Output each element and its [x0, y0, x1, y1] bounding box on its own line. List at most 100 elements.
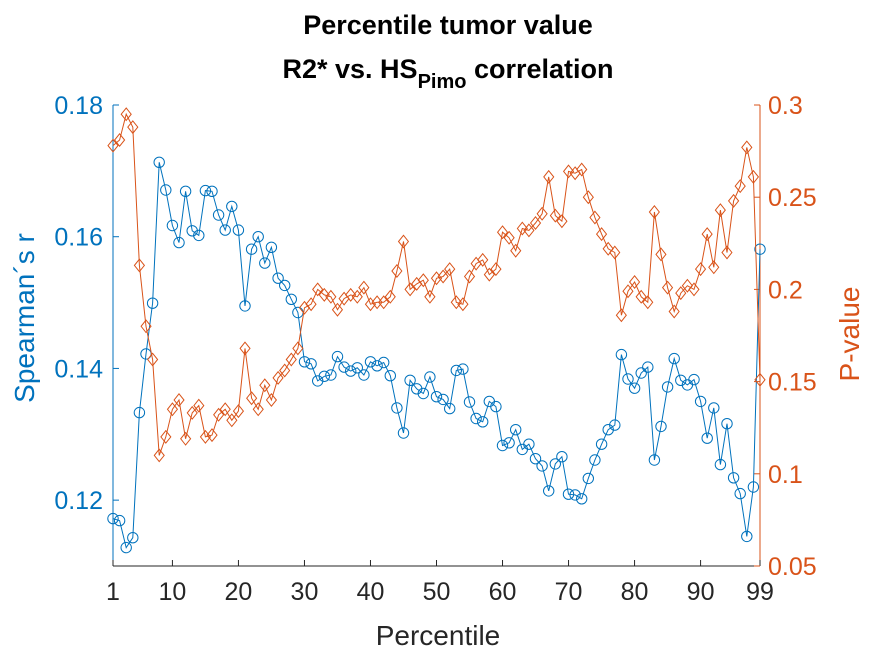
data-point-spearman: [298, 356, 311, 368]
data-point-pvalue: [516, 221, 528, 236]
x-tick-label: 80: [621, 578, 649, 606]
data-point-pvalue: [437, 269, 449, 284]
data-point-pvalue: [397, 234, 410, 249]
data-point-spearman: [727, 472, 740, 484]
data-point-spearman: [747, 481, 760, 493]
y-left-tick-label: 0.14: [54, 355, 103, 383]
x-tick-label: 99: [746, 578, 774, 606]
data-point-pvalue: [661, 280, 674, 295]
data-point-spearman: [199, 184, 212, 197]
data-point-pvalue: [318, 287, 330, 302]
data-point-pvalue: [127, 120, 139, 135]
y-axis-left-label: Spearman´s r: [9, 233, 40, 403]
data-point-spearman: [701, 432, 713, 444]
data-point-spearman: [358, 369, 370, 381]
data-point-pvalue: [668, 304, 680, 319]
data-point-spearman: [127, 532, 139, 544]
data-point-pvalue: [609, 245, 621, 260]
data-point-spearman: [655, 420, 667, 433]
data-point-spearman: [437, 393, 449, 406]
data-point-spearman: [259, 257, 271, 269]
subtitle-prefix: R2* vs. HS: [282, 54, 417, 84]
data-point-pvalue: [219, 402, 231, 417]
series-line-pvalue: [112, 112, 761, 456]
data-point-spearman: [694, 395, 707, 408]
data-point-spearman: [628, 382, 641, 394]
data-point-pvalue: [642, 295, 654, 310]
data-point-pvalue: [305, 297, 317, 312]
data-point-pvalue: [477, 252, 489, 267]
data-point-pvalue: [199, 429, 212, 444]
data-point-spearman: [648, 454, 661, 466]
data-point-pvalue: [747, 169, 760, 184]
data-point-spearman: [635, 367, 647, 379]
x-tick-label: 50: [423, 578, 451, 606]
y-right-tick-label: 0.1: [768, 461, 803, 489]
data-point-pvalue: [285, 352, 297, 367]
data-point-pvalue: [549, 208, 561, 223]
x-tick-label: 20: [225, 578, 253, 606]
chart-subtitle: R2* vs. HSPimo correlation: [282, 54, 613, 93]
data-point-spearman: [457, 363, 469, 375]
series-line-spearman: [112, 162, 761, 549]
data-point-spearman: [741, 530, 753, 543]
data-point-pvalue: [490, 262, 502, 277]
data-point-pvalue: [721, 245, 733, 260]
data-point-spearman: [146, 297, 159, 309]
data-point-pvalue: [622, 284, 634, 299]
data-point-spearman: [371, 360, 383, 372]
data-point-spearman: [734, 487, 746, 500]
data-point-spearman: [272, 272, 284, 284]
data-point-pvalue: [404, 282, 416, 297]
data-point-pvalue: [351, 289, 363, 304]
data-point-pvalue: [140, 319, 152, 334]
data-point-spearman: [595, 438, 608, 450]
data-point-spearman: [212, 209, 225, 221]
data-point-spearman: [305, 358, 317, 370]
x-axis-label: Percentile: [376, 620, 501, 651]
data-point-pvalue: [543, 169, 555, 184]
data-point-pvalue: [430, 271, 443, 286]
data-point-pvalue: [265, 392, 278, 408]
data-point-pvalue: [120, 107, 132, 122]
data-point-pvalue: [364, 297, 377, 312]
data-point-spearman: [345, 365, 357, 377]
data-point-pvalue: [714, 203, 726, 218]
data-point-spearman: [133, 406, 146, 419]
data-point-spearman: [153, 156, 165, 169]
data-point-pvalue: [536, 206, 548, 221]
data-point-pvalue: [628, 274, 641, 290]
data-point-spearman: [318, 370, 330, 382]
data-point-pvalue: [727, 193, 740, 208]
data-point-pvalue: [279, 363, 291, 378]
data-point-pvalue: [523, 223, 535, 238]
data-point-pvalue: [166, 402, 179, 417]
data-point-spearman: [529, 453, 542, 465]
data-point-spearman: [615, 348, 628, 361]
x-tick-label: 40: [357, 578, 385, 606]
y-left-tick-label: 0.18: [54, 92, 103, 120]
subtitle-subscript: Pimo: [418, 71, 467, 93]
data-point-spearman: [754, 243, 766, 255]
data-point-spearman: [404, 374, 416, 386]
y-right-tick-label: 0.05: [768, 553, 817, 581]
data-point-spearman: [397, 427, 410, 439]
data-point-spearman: [490, 400, 502, 413]
data-point-pvalue: [648, 204, 660, 220]
data-point-spearman: [331, 350, 344, 363]
data-point-pvalue: [635, 289, 647, 304]
x-tick-label: 1: [106, 578, 120, 606]
data-point-pvalue: [186, 405, 198, 420]
data-point-pvalue: [708, 260, 720, 275]
data-point-spearman: [113, 514, 126, 527]
data-point-spearman: [219, 224, 231, 236]
y-right-tick-label: 0.3: [768, 92, 803, 120]
data-point-pvalue: [556, 214, 568, 229]
data-point-pvalue: [325, 289, 337, 304]
data-point-spearman: [325, 369, 337, 381]
data-point-spearman: [450, 364, 462, 377]
data-point-pvalue: [345, 287, 357, 302]
data-point-pvalue: [331, 302, 344, 317]
data-point-pvalue: [503, 230, 515, 245]
data-point-spearman: [226, 200, 238, 213]
